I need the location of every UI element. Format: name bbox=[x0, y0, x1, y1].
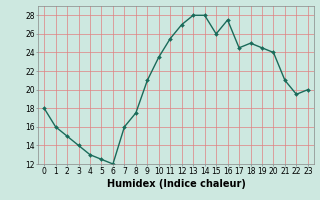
X-axis label: Humidex (Indice chaleur): Humidex (Indice chaleur) bbox=[107, 179, 245, 189]
